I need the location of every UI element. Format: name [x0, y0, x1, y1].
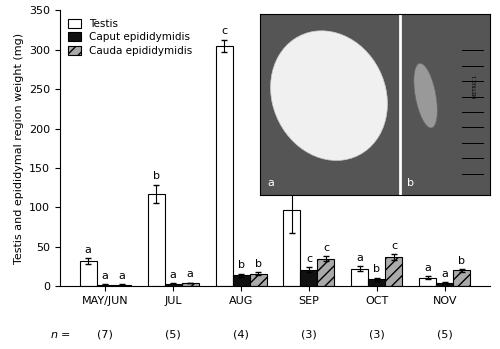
- Bar: [352, 269, 368, 286]
- Text: b: b: [374, 264, 380, 274]
- Text: $n$ =: $n$ =: [50, 329, 71, 340]
- Text: a: a: [356, 253, 364, 263]
- Text: c: c: [306, 254, 312, 264]
- Bar: [420, 277, 436, 286]
- Text: (4): (4): [233, 329, 249, 340]
- Bar: [318, 259, 334, 286]
- Legend: Testis, Caput epididymidis, Cauda epididymidis: Testis, Caput epididymidis, Cauda epidid…: [65, 16, 196, 59]
- Bar: [216, 46, 232, 286]
- Text: c: c: [391, 241, 397, 251]
- Text: (3): (3): [301, 329, 317, 340]
- Bar: [232, 275, 250, 286]
- Text: a: a: [424, 263, 432, 273]
- Text: (5): (5): [165, 329, 181, 340]
- Bar: [164, 284, 182, 286]
- Bar: [386, 257, 402, 286]
- Text: b: b: [407, 178, 414, 188]
- Text: c: c: [323, 243, 329, 253]
- Y-axis label: Testis and epididymal region weight (mg): Testis and epididymal region weight (mg): [14, 33, 24, 264]
- Bar: [80, 261, 96, 286]
- Text: b: b: [152, 171, 160, 181]
- Text: a: a: [102, 271, 108, 281]
- Text: b: b: [458, 256, 466, 266]
- Text: (3): (3): [369, 329, 385, 340]
- Text: METRIC 1: METRIC 1: [472, 75, 478, 98]
- Text: b: b: [238, 260, 244, 270]
- Bar: [368, 279, 386, 286]
- Bar: [454, 270, 470, 286]
- Bar: [182, 283, 198, 286]
- Text: a: a: [186, 269, 194, 280]
- Text: b: b: [288, 173, 296, 183]
- Bar: [96, 284, 114, 286]
- Text: a: a: [267, 178, 274, 188]
- Bar: [148, 194, 164, 286]
- Text: c: c: [221, 27, 227, 36]
- Bar: [284, 210, 300, 286]
- Ellipse shape: [270, 31, 388, 161]
- Ellipse shape: [414, 63, 438, 128]
- Text: (5): (5): [437, 329, 453, 340]
- Bar: [436, 283, 454, 286]
- Text: a: a: [84, 245, 91, 255]
- Bar: [300, 270, 318, 286]
- Text: b: b: [254, 259, 262, 269]
- Text: a: a: [118, 271, 126, 281]
- Bar: [114, 284, 130, 286]
- Bar: [250, 274, 266, 286]
- Text: a: a: [170, 270, 176, 280]
- Text: a: a: [442, 269, 448, 279]
- Text: (7): (7): [97, 329, 113, 340]
